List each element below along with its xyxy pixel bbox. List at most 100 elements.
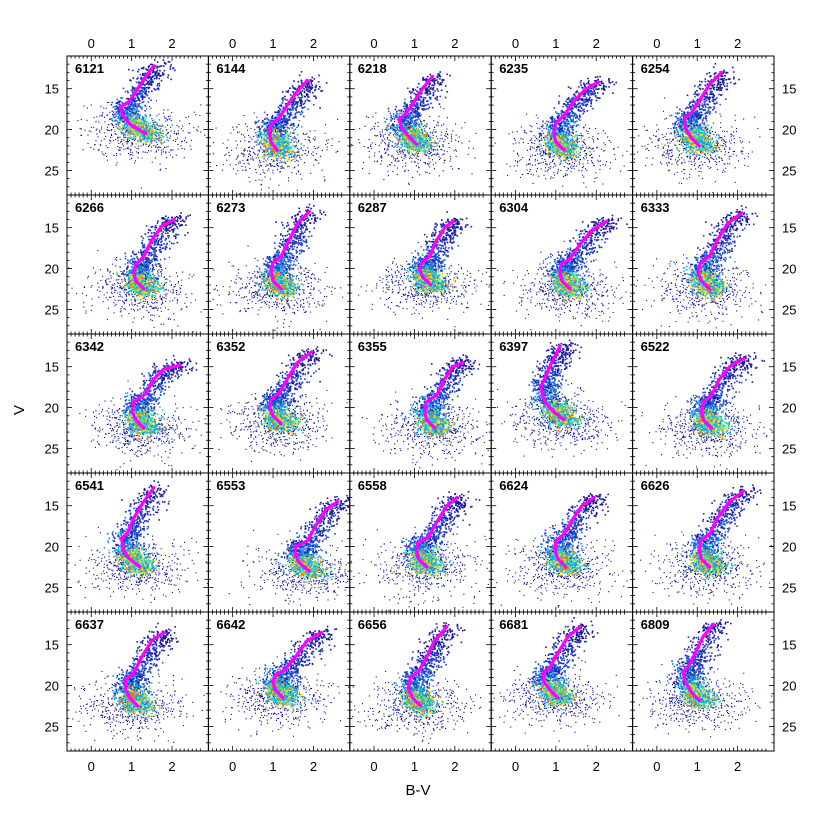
cluster-star (133, 101, 136, 104)
core-star (273, 137, 276, 140)
cluster-star (137, 113, 139, 116)
cluster-star (130, 94, 132, 97)
cluster-star (287, 144, 290, 147)
field-star (298, 124, 300, 126)
cluster-star (295, 106, 298, 109)
core-star (275, 134, 278, 137)
field-star (397, 160, 399, 162)
cluster-star (153, 67, 156, 69)
field-star (438, 115, 440, 117)
field-star (425, 154, 427, 156)
field-star (294, 153, 296, 155)
cluster-star (286, 129, 288, 131)
field-star (345, 160, 346, 161)
cluster-star (297, 86, 300, 88)
field-star (259, 159, 261, 161)
cluster-star (395, 105, 397, 108)
field-star (123, 128, 125, 130)
field-star (441, 131, 443, 133)
cluster-star (392, 123, 394, 125)
field-star (308, 137, 310, 139)
cluster-star (286, 131, 288, 133)
cluster-star (284, 130, 286, 133)
core-star (138, 125, 141, 128)
cluster-star (258, 128, 261, 131)
cluster-star (413, 110, 415, 112)
cluster-star (303, 90, 306, 93)
core-star (129, 118, 132, 120)
field-star (161, 139, 163, 141)
cluster-star (271, 130, 273, 132)
cluster-star (147, 80, 150, 83)
field-star (262, 151, 264, 153)
field-star (434, 141, 436, 143)
cluster-star (309, 91, 311, 94)
cluster-star (292, 106, 294, 109)
cluster-star (410, 97, 413, 100)
field-star (142, 151, 144, 153)
cluster-star (116, 108, 119, 111)
cluster-star (270, 155, 272, 157)
cluster-star (285, 158, 287, 160)
cluster-star (411, 120, 413, 122)
field-star (374, 122, 376, 124)
field-star (426, 154, 428, 156)
field-star (167, 140, 169, 142)
cluster-star (400, 141, 402, 143)
core-star (134, 123, 137, 125)
field-star (388, 146, 390, 148)
cluster-star (419, 115, 422, 117)
cluster-star (307, 90, 309, 93)
cluster-star (118, 125, 120, 128)
cluster-star (297, 101, 299, 103)
cluster-star (275, 132, 278, 135)
core-star (275, 136, 278, 139)
cluster-star (305, 89, 308, 91)
field-star (436, 152, 438, 154)
field-star (269, 164, 271, 166)
field-star (127, 138, 129, 140)
field-star (271, 165, 273, 167)
cluster-star (271, 125, 273, 128)
field-star (310, 172, 312, 174)
cluster-star (288, 127, 291, 130)
field-star (127, 146, 129, 148)
cluster-star (424, 108, 426, 111)
field-star (155, 151, 157, 153)
field-star (313, 164, 315, 166)
cluster-star (287, 148, 290, 151)
cluster-star (429, 92, 432, 95)
cluster-star (436, 88, 439, 90)
cluster-star (445, 85, 447, 87)
cluster-star (303, 91, 306, 94)
field-star (259, 149, 261, 151)
cluster-star (435, 142, 437, 144)
field-star (293, 132, 295, 134)
field-star (110, 118, 112, 120)
cluster-star (123, 120, 125, 122)
cluster-star (142, 138, 144, 141)
field-star (216, 165, 218, 167)
field-star (425, 163, 427, 165)
field-star (235, 173, 237, 175)
cluster-star (394, 108, 397, 111)
cluster-star (240, 147, 243, 149)
cluster-star (139, 92, 141, 94)
cluster-star (129, 133, 131, 136)
field-star (429, 139, 431, 141)
cluster-star (314, 89, 316, 92)
field-star (124, 133, 126, 135)
field-star (315, 158, 317, 160)
cluster-star (143, 73, 146, 76)
field-star (393, 158, 395, 160)
field-star (256, 126, 258, 128)
cluster-star (285, 139, 288, 141)
field-star (165, 151, 167, 153)
cluster-star (134, 100, 137, 103)
field-star (129, 158, 131, 160)
cluster-star (280, 129, 282, 132)
field-star (428, 153, 430, 155)
field-star (382, 134, 384, 136)
field-star (244, 148, 246, 150)
cluster-star (287, 140, 290, 143)
